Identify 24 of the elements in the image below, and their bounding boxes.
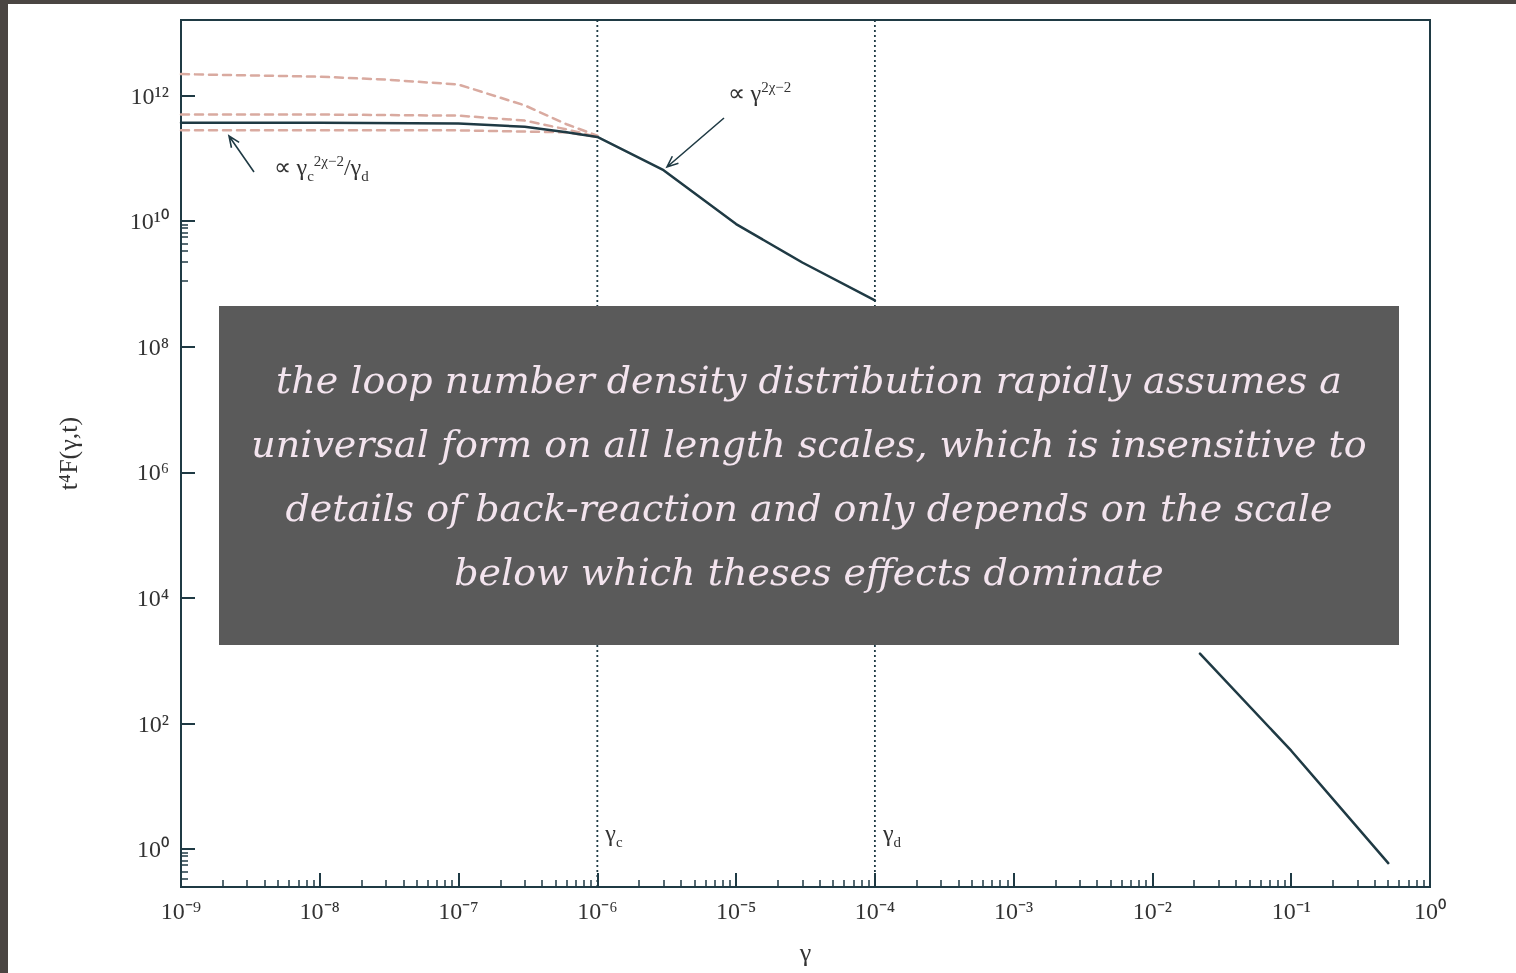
y-tick-label: 10² <box>137 710 169 737</box>
caption-box: the loop number density distribution rapidly assumes a universal form on all length scales, which is insensitive to details of back-reaction and only depends on the scale below which theses effects dominate <box>219 306 1399 645</box>
y-tick-label: 10⁴ <box>136 585 169 611</box>
y-tick-label: 10¹⁰ <box>129 208 169 235</box>
x-tick-label: 10⁻⁸ <box>299 898 340 924</box>
y-tick-label: 10⁰ <box>137 836 169 863</box>
x-tick-label: 10⁻⁷ <box>438 898 479 924</box>
annotation: ∝ γ$_{c}$$^{2χ−2}$/γ$_{d}$ <box>273 152 369 186</box>
x-tick-label: 10⁻⁹ <box>160 898 202 924</box>
x-tick-label: 10⁰ <box>1414 898 1446 924</box>
ref-line-label: γ$_{c}$ <box>605 819 623 851</box>
x-axis-title: γ <box>798 937 812 967</box>
y-tick-label: 10⁶ <box>136 459 169 486</box>
x-tick-label: 10⁻¹ <box>1271 898 1311 924</box>
y-tick-label: 10¹² <box>130 82 169 109</box>
y-axis-title: t⁴F(γ,t) <box>53 416 83 491</box>
annotation: ∝ γ$^{2χ−2}$ <box>727 78 792 108</box>
x-tick-label: 10⁻⁵ <box>715 898 757 924</box>
y-tick-label: 10⁸ <box>136 333 169 360</box>
x-tick-label: 10⁻⁴ <box>854 898 896 924</box>
x-tick-label: 10⁻³ <box>994 898 1034 924</box>
x-tick-label: 10⁻⁶ <box>577 898 618 924</box>
ref-line-label: γ$_{d}$ <box>882 819 901 851</box>
x-tick-label: 10⁻² <box>1132 898 1173 924</box>
